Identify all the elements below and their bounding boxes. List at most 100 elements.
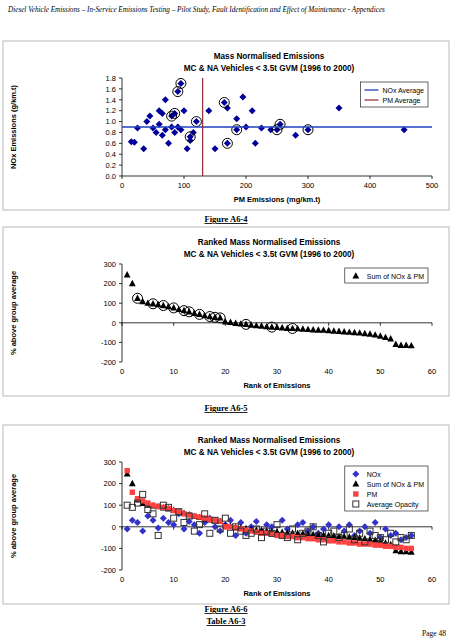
y-tick — [119, 143, 122, 144]
point — [177, 80, 184, 87]
legend: NOxSum of NOx & PMPMAverage Opacity — [345, 466, 428, 511]
point — [398, 545, 403, 550]
y-tick-label: 300 — [103, 458, 116, 467]
x-tick — [184, 176, 185, 179]
y-tick-label: 1.2 — [106, 106, 116, 115]
point — [275, 119, 285, 129]
chart-frame — [3, 227, 449, 396]
point — [274, 522, 280, 528]
point — [160, 515, 167, 522]
y-tick-label: -200 — [101, 566, 116, 575]
point — [221, 99, 228, 106]
point — [150, 300, 157, 306]
x-tick-label: 10 — [169, 367, 177, 376]
point — [166, 504, 172, 510]
x-tick — [122, 527, 123, 530]
point — [135, 500, 141, 506]
y-tick — [119, 483, 122, 484]
legend: Sum of NOx & PM — [345, 268, 428, 283]
point — [310, 326, 317, 332]
point — [222, 138, 232, 148]
y-axis-title: NOx Emissions (g/km.t) — [9, 84, 18, 169]
x-tick — [308, 176, 309, 179]
point — [217, 528, 224, 535]
chart-frame — [3, 41, 449, 210]
point — [305, 536, 310, 541]
point — [351, 329, 358, 335]
point — [295, 537, 301, 543]
point — [130, 490, 135, 495]
legend-box — [345, 268, 428, 283]
point — [292, 132, 299, 139]
y-tick-label: 0 — [112, 319, 116, 328]
point — [409, 546, 414, 551]
point — [171, 515, 177, 521]
y-tick — [119, 176, 122, 177]
point — [212, 517, 218, 523]
x-tick-label: 0 — [120, 367, 124, 376]
point — [356, 329, 363, 335]
caption: Table A6-3 — [206, 616, 245, 626]
point — [336, 104, 343, 111]
point — [310, 524, 316, 530]
point — [232, 320, 239, 326]
point — [284, 535, 290, 541]
point — [356, 528, 363, 535]
y-tick — [119, 154, 122, 155]
point — [191, 528, 197, 534]
y-tick-label: 1.6 — [106, 85, 116, 94]
point — [162, 96, 169, 103]
point — [408, 342, 415, 348]
point — [124, 468, 129, 473]
y-tick — [119, 526, 122, 527]
y-axis — [122, 462, 123, 570]
x-tick — [370, 176, 371, 179]
y-tick-label: 0.4 — [106, 150, 116, 159]
point — [212, 518, 217, 523]
x-tick-label: 500 — [426, 181, 439, 190]
point — [176, 509, 182, 515]
point — [197, 522, 203, 528]
legend-label: PM Average — [382, 97, 420, 105]
point — [134, 295, 141, 301]
point — [139, 528, 146, 535]
point — [215, 313, 225, 323]
chart: Ranked Mass Normalised EmissionsMC & NA … — [3, 227, 449, 396]
point — [124, 271, 131, 277]
point — [331, 528, 337, 534]
point — [140, 491, 146, 497]
point — [185, 132, 195, 142]
point — [181, 525, 188, 532]
point — [232, 125, 242, 135]
point — [171, 129, 178, 136]
point — [299, 325, 306, 331]
x-tick-label: 40 — [324, 575, 332, 584]
y-tick — [119, 462, 122, 463]
point — [155, 532, 161, 538]
point — [224, 140, 231, 147]
y-tick-label: -100 — [101, 544, 116, 553]
header: Diesel Vehicle Emissions – In-Service Em… — [7, 6, 385, 14]
point — [336, 539, 341, 544]
point — [129, 480, 136, 486]
legend-label: NOx — [367, 471, 382, 478]
y-tick-label: 0.2 — [106, 161, 116, 170]
point — [352, 537, 358, 543]
point — [315, 326, 322, 332]
point — [170, 108, 180, 118]
chart-title: Ranked Mass Normalised Emissions — [198, 238, 341, 247]
point — [207, 530, 213, 536]
average-line — [122, 126, 432, 127]
point — [134, 125, 141, 132]
point — [362, 539, 368, 545]
point — [167, 111, 177, 121]
point — [321, 539, 327, 545]
point — [367, 330, 374, 336]
x-tick — [246, 176, 247, 179]
point — [191, 117, 201, 127]
point — [159, 132, 166, 139]
legend-label: PM — [367, 491, 378, 498]
x-tick — [380, 527, 381, 530]
point — [267, 322, 277, 332]
x-tick-label: 20 — [221, 367, 229, 376]
